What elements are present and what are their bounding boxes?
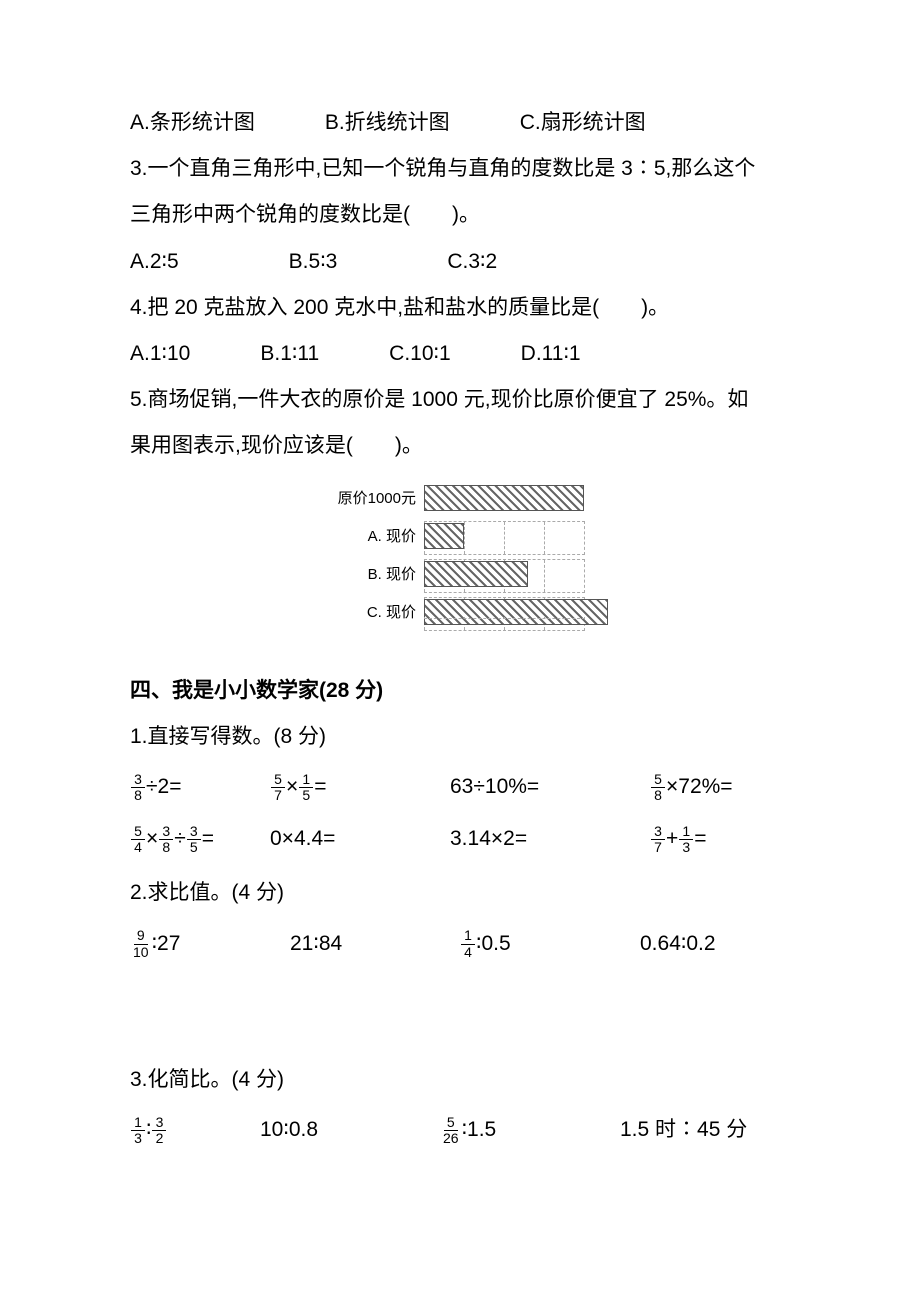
calc1-row1: 38÷2= 57×15= 63÷10%= 58×72%= [130,764,800,810]
calc-text: ∶0.5 [476,932,511,955]
frac-icon: 38 [159,824,173,856]
calc-text: ÷2= [146,775,181,798]
calc3-title: 3.化简比。(4 分) [130,1057,800,1103]
frac-icon: 32 [152,1115,166,1147]
calc-text: 3.14×2= [450,827,527,850]
calc2-title: 2.求比值。(4 分) [130,870,800,916]
calc1-row2: 54×38÷35= 0×4.4= 3.14×2= 37+13= [130,816,800,862]
frac-icon: 13 [679,824,693,856]
calc-text: ∶1.5 [462,1118,497,1141]
frac-icon: 54 [131,824,145,856]
chart-row: A. 现价 [326,518,604,556]
q4-opt-a: A.1∶10 [130,331,190,377]
calc-text: ×72%= [666,775,733,798]
frac-icon: 37 [651,824,665,856]
calc-text: 63÷10%= [450,775,539,798]
chart-bar-area [424,481,604,517]
q2-opt-b: B.折线统计图 [325,100,450,146]
q3-line1: 3.一个直角三角形中,已知一个锐角与直角的度数比是 3∶5,那么这个 [130,146,800,192]
calc-text: 10∶0.8 [260,1118,318,1141]
frac-icon: 57 [271,772,285,804]
section4-title: 四、我是小小数学家(28 分) [130,668,800,714]
q3-line2: 三角形中两个锐角的度数比是( )。 [130,192,800,238]
q4-opt-c: C.10∶1 [389,331,451,377]
calc-text: = [694,827,706,850]
frac-icon: 910 [131,928,151,960]
chart-row-label: 原价1000元 [326,482,424,515]
chart-row-label: B. 现价 [326,558,424,591]
chart-row-label: C. 现价 [326,596,424,629]
calc-text: 21∶84 [290,932,342,955]
q4-opt-d: D.11∶1 [521,331,581,377]
q3-options: A.2∶5 B.5∶3 C.3∶2 [130,239,800,285]
chart-row-label: A. 现价 [326,520,424,553]
chart-bar [424,523,464,549]
calc-text: = [202,827,214,850]
q4-text: 4.把 20 克盐放入 200 克水中,盐和盐水的质量比是( )。 [130,285,800,331]
calc1-title: 1.直接写得数。(8 分) [130,714,800,760]
calc-text: × [146,827,158,850]
q5-line1: 5.商场促销,一件大衣的原价是 1000 元,现价比原价便宜了 25%。如 [130,377,800,423]
q2-opt-c: C.扇形统计图 [520,100,646,146]
frac-icon: 14 [461,928,475,960]
q2-options: A.条形统计图 B.折线统计图 C.扇形统计图 [130,100,800,146]
chart-bar-area [424,557,604,593]
calc-text: 1.5 时∶45 分 [620,1118,747,1141]
q5-line2: 果用图表示,现价应该是( )。 [130,423,800,469]
calc-text: 0.64∶0.2 [640,932,716,955]
chart-bar [424,485,584,511]
frac-icon: 526 [441,1115,461,1147]
calc-text: = [314,775,326,798]
chart-row: 原价1000元 [326,480,604,518]
calc-text: + [666,827,678,850]
frac-icon: 58 [651,772,665,804]
frac-icon: 15 [299,772,313,804]
q4-options: A.1∶10 B.1∶11 C.10∶1 D.11∶1 [130,331,800,377]
frac-icon: 35 [187,824,201,856]
q4-opt-b: B.1∶11 [260,331,319,377]
chart-bar [424,561,528,587]
calc-text: ∶ [146,1118,151,1141]
calc-text: ∶27 [152,932,181,955]
q3-opt-a: A.2∶5 [130,239,179,285]
calc2-row: 910∶27 21∶84 14∶0.5 0.64∶0.2 [130,921,800,967]
calc-text: × [286,775,298,798]
q3-opt-c: C.3∶2 [447,239,497,285]
q2-opt-a: A.条形统计图 [130,100,255,146]
q3-opt-b: B.5∶3 [289,239,338,285]
calc3-row: 13∶32 10∶0.8 526∶1.5 1.5 时∶45 分 [130,1107,800,1153]
frac-icon: 13 [131,1115,145,1147]
chart-row: B. 现价 [326,556,604,594]
calc-text: 0×4.4= [270,827,335,850]
q5-chart: 原价1000元 A. 现价 B. 现价 C. 现价 [130,480,800,652]
calc-text: ÷ [174,827,186,850]
frac-icon: 38 [131,772,145,804]
chart-bar-area [424,519,604,555]
